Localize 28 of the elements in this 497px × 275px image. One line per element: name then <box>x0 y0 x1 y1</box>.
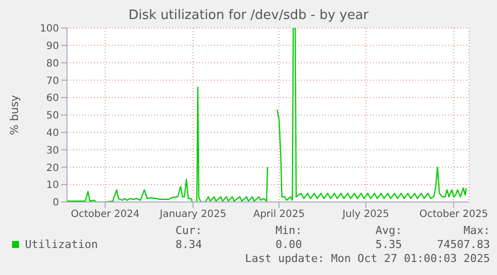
text: Last update: Mon Oct 27 01:00:03 2025 <box>244 252 490 265</box>
y-axis-title: % busy <box>8 94 21 136</box>
y-tick-label: 80 <box>46 58 59 70</box>
y-tick-label: 90 <box>46 40 59 52</box>
text: 5.35 <box>374 238 402 251</box>
text: 74507.83 <box>436 238 490 251</box>
x-tick-label: October 2024 <box>70 209 140 220</box>
y-tick-label: 70 <box>46 76 59 87</box>
y-tick-label: 0 <box>52 198 59 209</box>
y-tick-label: 40 <box>46 128 59 139</box>
text: 8.34 <box>174 238 202 251</box>
chart-title: Disk utilization for /dev/sdb - by year <box>127 8 370 23</box>
y-tick-label: 30 <box>46 145 59 156</box>
x-tick-label: April 2025 <box>253 209 305 220</box>
y-tick-label: 60 <box>46 93 59 104</box>
y-tick-label: 20 <box>46 162 59 174</box>
text: 0.00 <box>274 238 302 251</box>
text: Avg: <box>374 224 402 237</box>
y-tick-label: 10 <box>46 180 59 192</box>
x-tick-label: July 2025 <box>342 209 390 220</box>
y-tick-label: 50 <box>46 110 59 122</box>
text: Max: <box>462 224 490 237</box>
x-tick-label: January 2025 <box>158 209 226 220</box>
y-tick-label: 100 <box>40 24 59 35</box>
text: Min: <box>274 224 302 237</box>
text: Cur: <box>174 224 202 237</box>
x-tick-label: October 2025 <box>419 209 488 220</box>
legend-label: Utilization <box>25 238 98 251</box>
